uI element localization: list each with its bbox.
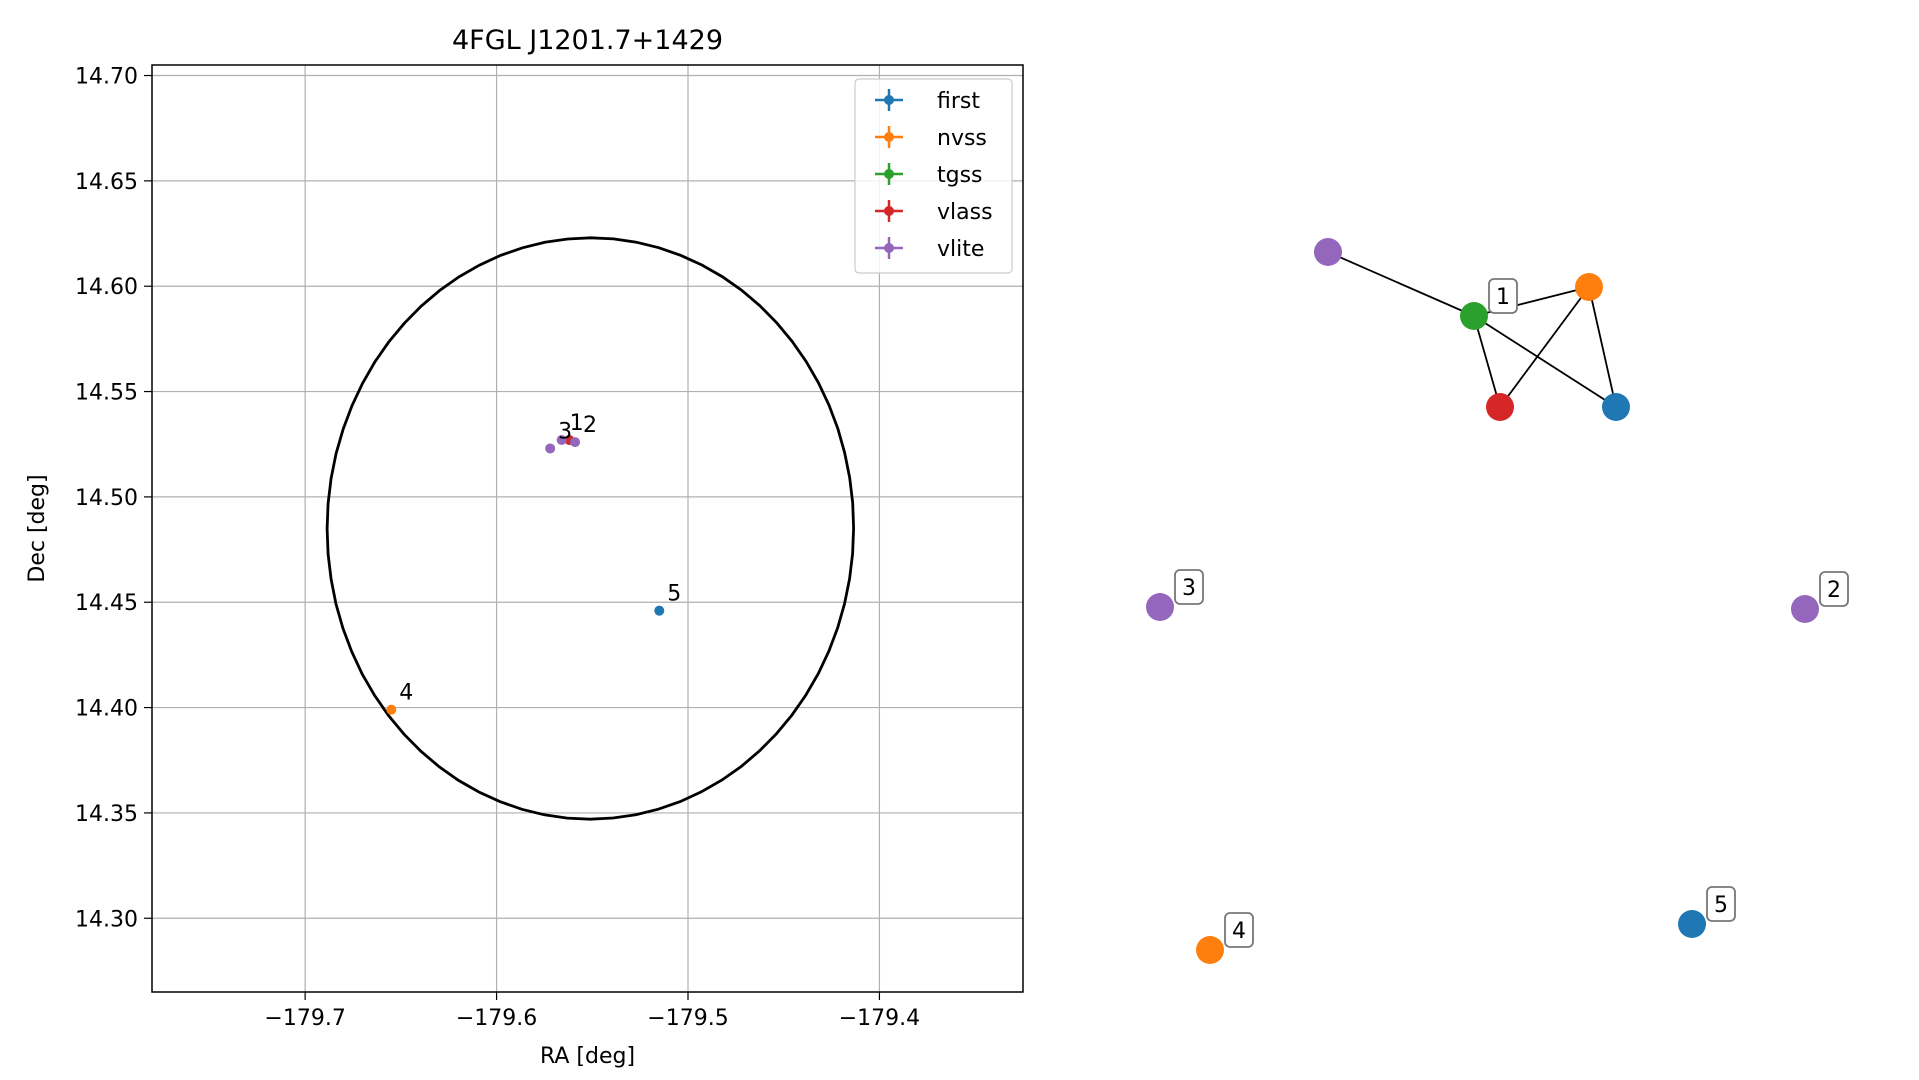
legend-box — [854, 78, 1013, 274]
node-label: 4 — [1232, 919, 1246, 944]
node-label-box — [1488, 278, 1518, 314]
legend: first nvss tgss vlass vlite — [854, 78, 1013, 274]
network-node-nvss-4 — [1196, 936, 1224, 964]
localization-ellipse-layer — [325, 236, 856, 821]
legend-entry-tgss: tgss — [875, 163, 983, 188]
point-label: 5 — [667, 582, 681, 607]
node-label-badge: 1 — [1488, 278, 1518, 314]
point-label: 3 — [558, 419, 572, 444]
data-points: 5 4 1 23 — [386, 411, 681, 715]
node-label-badge: 2 — [1819, 571, 1849, 607]
node-label-box — [1706, 886, 1736, 922]
legend-label: first — [937, 89, 980, 114]
network-node-tgss-1 — [1460, 302, 1488, 330]
point-label: 2 — [583, 413, 597, 438]
legend-label: vlite — [937, 237, 984, 262]
x-tick-label: −179.5 — [647, 1006, 728, 1031]
localization-ellipse — [325, 236, 856, 821]
node-label-badge: 5 — [1706, 886, 1736, 922]
network-node-first-5 — [1678, 910, 1706, 938]
legend-label: tgss — [937, 163, 983, 188]
node-label: 1 — [1496, 285, 1510, 310]
network-node-vlite-2 — [1791, 595, 1819, 623]
first-point — [654, 605, 665, 616]
network-edge — [1588, 286, 1617, 408]
node-label-badge: 3 — [1174, 569, 1204, 605]
legend-entry-nvss: nvss — [875, 126, 987, 151]
network-nodes: 1 3 2 4 5 — [1146, 238, 1849, 964]
node-label: 3 — [1182, 576, 1196, 601]
vlite-point — [556, 435, 567, 446]
legend-dot — [884, 243, 894, 253]
node-label-box — [1174, 569, 1204, 605]
legend-dot — [884, 95, 894, 105]
legend-label: nvss — [937, 126, 987, 151]
legend-entry-vlass: vlass — [875, 200, 993, 225]
nvss-point — [386, 704, 397, 715]
legend-dot — [884, 169, 894, 179]
y-tick-label: 14.55 — [75, 381, 138, 406]
y-tick-label: 14.65 — [75, 170, 138, 195]
y-tick-label: 14.40 — [75, 697, 138, 722]
legend-label: vlass — [937, 200, 993, 225]
x-tick-label: −179.7 — [264, 1006, 345, 1031]
network-edges — [1327, 251, 1617, 408]
node-label: 5 — [1714, 893, 1728, 918]
legend-dot — [884, 132, 894, 142]
network-node-nvss-1 — [1575, 273, 1603, 301]
network-node-vlite-3 — [1146, 593, 1174, 621]
y-tick-label: 14.30 — [75, 907, 138, 932]
x-tick-label: −179.4 — [839, 1006, 920, 1031]
vlite-point — [570, 437, 581, 448]
y-axis-label: Dec [deg] — [25, 474, 50, 582]
axis-ticks: −179.7 −179.6 −179.5 −179.4 14.30 14.35 14.40 1… — [75, 65, 920, 1031]
node-label: 2 — [1827, 578, 1841, 603]
node-label-box — [1224, 912, 1254, 948]
network-edge — [1473, 315, 1501, 408]
y-tick-label: 14.60 — [75, 275, 138, 300]
x-tick-label: −179.6 — [456, 1006, 537, 1031]
node-label-box — [1819, 571, 1849, 607]
grid-lines — [152, 65, 1023, 992]
legend-dot — [884, 206, 894, 216]
y-tick-label: 14.50 — [75, 486, 138, 511]
network-edge — [1499, 286, 1590, 408]
network-node-vlite-1 — [1314, 238, 1342, 266]
y-tick-label: 14.45 — [75, 591, 138, 616]
point-label: 4 — [399, 681, 413, 706]
network-edge — [1327, 251, 1475, 317]
network-graph: 1 3 2 4 5 — [1146, 238, 1849, 964]
scatter-plot: 4FGL J1201.7+1429 541 23 −179.7 −179.6 −179… — [25, 25, 1024, 1069]
legend-entry-first: first — [875, 89, 980, 114]
vlite-point — [545, 443, 556, 454]
plot-title: 4FGL J1201.7+1429 — [452, 25, 723, 56]
network-node-vlass-1 — [1486, 393, 1514, 421]
x-axis-label: RA [deg] — [540, 1044, 635, 1069]
y-tick-label: 14.70 — [75, 65, 138, 90]
y-tick-label: 14.35 — [75, 802, 138, 827]
legend-entry-vlite: vlite — [875, 237, 984, 262]
node-label-badge: 4 — [1224, 912, 1254, 948]
plot-frame — [151, 64, 1024, 993]
point-label: 1 — [570, 411, 584, 436]
network-node-first-1 — [1602, 393, 1630, 421]
network-edge — [1473, 315, 1617, 408]
